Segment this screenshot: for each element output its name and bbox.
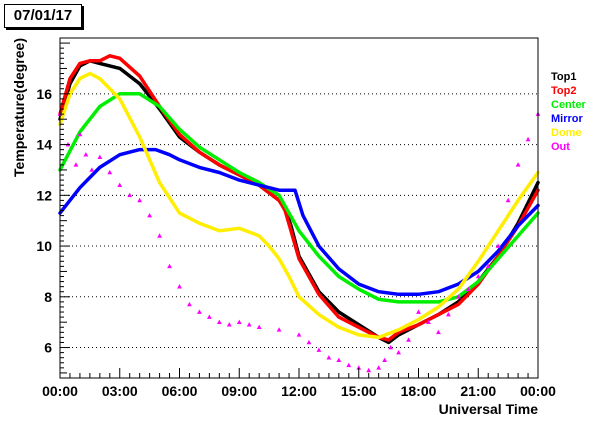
data-point-out — [97, 154, 103, 160]
gridlines — [60, 93, 538, 349]
data-point-out — [356, 365, 362, 370]
legend-entry-top2: Top2 — [551, 85, 576, 97]
data-point-out — [256, 324, 262, 330]
data-point-out — [246, 322, 252, 327]
legend-entry-dome: Dome — [551, 127, 582, 139]
data-point-out — [326, 355, 332, 360]
legend-entry-center: Center — [551, 99, 587, 111]
data-point-out — [336, 357, 342, 363]
y-tick-label: 14 — [36, 137, 52, 153]
x-axis-title: Universal Time — [439, 401, 539, 417]
data-point-out — [236, 319, 242, 324]
data-point-out — [177, 284, 182, 289]
y-tick-label: 10 — [36, 238, 52, 254]
y-tick-label: 12 — [36, 187, 52, 203]
data-point-out — [382, 357, 388, 363]
data-point-out — [197, 309, 202, 314]
legend-entry-mirror: Mirror — [551, 113, 584, 125]
data-point-out — [416, 309, 421, 314]
data-point-out — [388, 344, 394, 350]
data-point-out — [436, 329, 441, 335]
data-point-out — [465, 286, 471, 291]
data-point-out — [515, 162, 521, 167]
series-line-mirror — [58, 147, 540, 297]
data-point-out — [316, 347, 322, 352]
data-point-out — [137, 197, 143, 203]
series-line-top2 — [58, 54, 540, 342]
legend: Top1 Top2 Center Mirror Dome Out — [551, 71, 587, 153]
data-point-out — [89, 167, 95, 172]
data-point-out — [306, 339, 312, 345]
data-point-out — [206, 314, 212, 319]
x-tick-label: 06:00 — [162, 383, 198, 399]
data-point-out — [216, 319, 222, 324]
data-point-out — [505, 197, 511, 203]
x-tick-label: 09:00 — [221, 383, 257, 399]
data-point-out — [406, 337, 411, 342]
x-tick-label: 18:00 — [401, 383, 437, 399]
data-point-out — [445, 311, 451, 317]
data-point-out — [157, 233, 162, 238]
data-point-out — [525, 136, 531, 142]
data-point-out — [296, 332, 302, 337]
x-tick-label: 21:00 — [460, 383, 496, 399]
data-point-out — [83, 152, 89, 157]
tick-labels: 00:00 03:00 06:00 09:00 12:00 15:00 18:00 21:00… — [36, 86, 556, 399]
legend-entry-top1: Top1 — [551, 71, 576, 83]
data-point-out — [455, 294, 461, 299]
chart-title: 07/01/17 — [4, 4, 82, 28]
y-tick-label: 16 — [36, 86, 52, 102]
data-point-out — [127, 192, 133, 198]
data-point-out — [495, 243, 501, 248]
data-point-out — [426, 319, 431, 324]
x-tick-label: 03:00 — [102, 383, 138, 399]
data-point-out — [226, 322, 232, 327]
data-point-out — [376, 365, 382, 370]
data-point-out — [147, 213, 153, 218]
y-tick-label: 8 — [44, 289, 52, 305]
data-point-out — [107, 169, 113, 175]
data-point-out — [346, 362, 352, 368]
x-tick-label: 00:00 — [42, 383, 78, 399]
series-line-dome — [58, 71, 540, 340]
data-point-out — [117, 182, 123, 187]
x-tick-label: 15:00 — [341, 383, 377, 399]
data-point-out — [396, 350, 401, 355]
x-tick-label: 12:00 — [281, 383, 317, 399]
y-tick-label: 6 — [44, 340, 52, 356]
y-axis-title: Temperature(degree) — [11, 38, 27, 177]
series-layer — [57, 54, 541, 373]
data-point-out — [276, 327, 282, 332]
data-point-out — [167, 263, 172, 269]
data-point-out — [77, 131, 83, 137]
legend-entry-out: Out — [551, 141, 570, 153]
data-point-out — [485, 263, 491, 269]
data-point-out — [73, 162, 79, 167]
data-point-out — [475, 273, 481, 279]
x-tick-label: 00:00 — [520, 383, 556, 399]
data-point-out — [366, 367, 372, 373]
data-point-out — [187, 301, 192, 307]
axis-ticks — [59, 37, 539, 379]
